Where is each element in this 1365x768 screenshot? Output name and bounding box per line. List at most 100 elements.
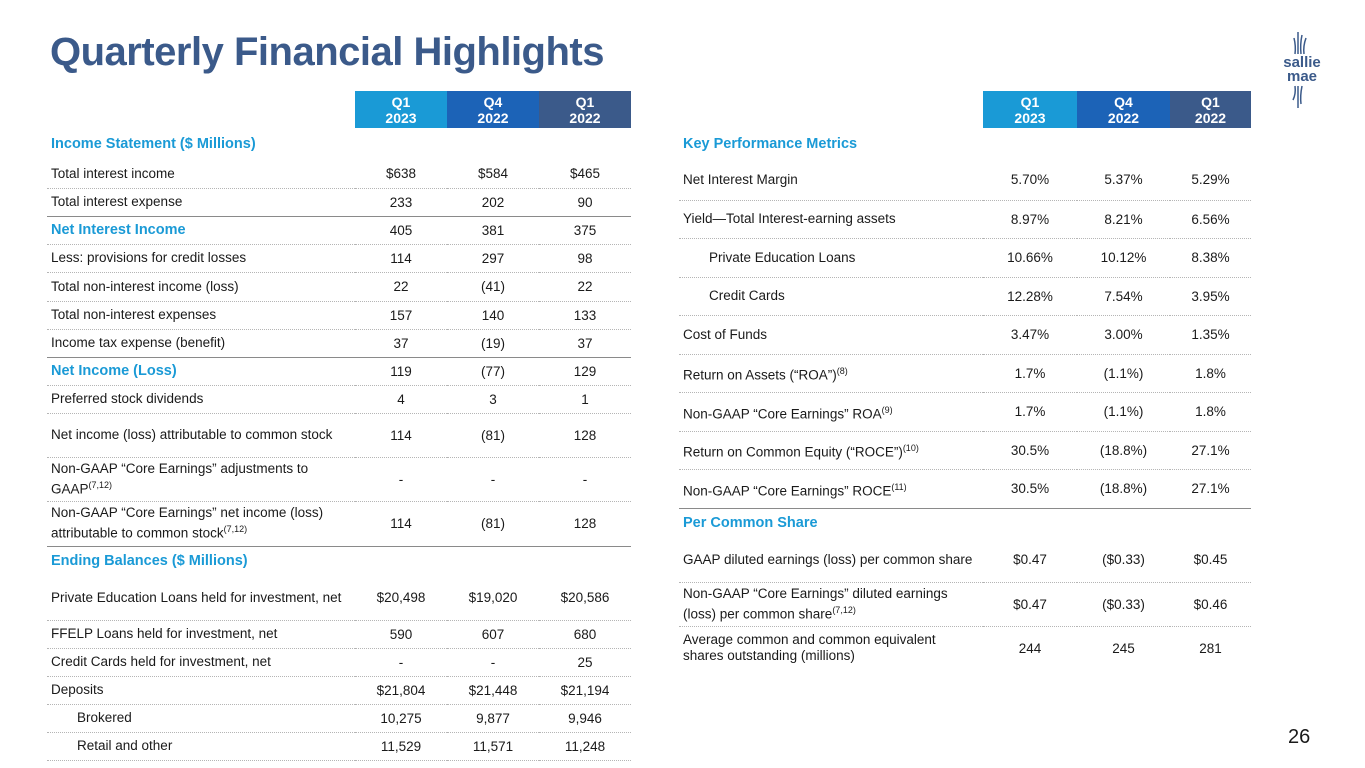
table-row: Net Interest Margin 5.70% 5.37% 5.29% bbox=[679, 160, 1251, 201]
cell-period-2: (18.8%) bbox=[1077, 431, 1170, 470]
table-row: Average common and common equivalent sha… bbox=[679, 626, 1251, 670]
cell-period-3: $0.45 bbox=[1170, 538, 1251, 583]
cell-period-1: $0.47 bbox=[983, 582, 1077, 627]
footnote-ref: (7,12) bbox=[832, 604, 856, 615]
cell-period-2: ($0.33) bbox=[1077, 538, 1170, 583]
cell-period-3: 128 bbox=[539, 501, 631, 547]
table-row: Return on Common Equity (“ROCE”)(10) 30.… bbox=[679, 431, 1251, 470]
row-label: Non-GAAP “Core Earnings” diluted earning… bbox=[679, 582, 983, 627]
cell-period-3: 6.56% bbox=[1170, 200, 1251, 239]
header-period-1: Q1 2023 bbox=[355, 91, 447, 128]
section-header: Key Performance Metrics bbox=[679, 128, 1251, 160]
cell-period-2: 5.37% bbox=[1077, 160, 1170, 201]
cell-period-3: 8.38% bbox=[1170, 238, 1251, 278]
cell-period-2: $21,448 bbox=[447, 676, 539, 705]
table-row: Deposits $21,804 $21,448 $21,194 bbox=[47, 676, 631, 705]
table-row: Private Education Loans held for investm… bbox=[47, 576, 631, 621]
cell-period-1: 37 bbox=[355, 329, 447, 358]
table-row: Non-GAAP “Core Earnings” ROCE(11) 30.5% … bbox=[679, 469, 1251, 509]
row-label: Return on Assets (“ROA”)(8) bbox=[679, 354, 983, 393]
row-label: Private Education Loans bbox=[679, 238, 983, 278]
cell-period-1: 4 bbox=[355, 385, 447, 414]
table-row: Preferred stock dividends 4 3 1 bbox=[47, 385, 631, 414]
cell-period-2: 140 bbox=[447, 301, 539, 330]
cell-period-1: 11,529 bbox=[355, 732, 447, 761]
cell-period-1: 233 bbox=[355, 188, 447, 217]
cell-period-3: 680 bbox=[539, 620, 631, 649]
cell-period-2: (81) bbox=[447, 413, 539, 458]
header-period-3: Q1 2022 bbox=[1170, 91, 1251, 128]
cell-period-2: 3.00% bbox=[1077, 315, 1170, 355]
table-row: Non-GAAP “Core Earnings” net income (los… bbox=[47, 501, 631, 547]
cell-period-2: 9,877 bbox=[447, 704, 539, 733]
income-statement-table: Q1 2023 Q4 2022 Q1 2022 Income Statement ($… bbox=[47, 91, 631, 761]
cell-period-3: 281 bbox=[1199, 640, 1222, 656]
row-label: Preferred stock dividends bbox=[47, 385, 355, 414]
section-header: Per Common Share bbox=[679, 508, 1251, 538]
page-title: Quarterly Financial Highlights bbox=[50, 30, 604, 74]
row-label: Retail and other bbox=[47, 732, 355, 761]
cell-period-2: (41) bbox=[447, 272, 539, 302]
row-label: Return on Common Equity (“ROCE”)(10) bbox=[679, 431, 983, 470]
table-row: Return on Assets (“ROA”)(8) 1.7% (1.1%) … bbox=[679, 354, 1251, 393]
row-label: Net Interest Income bbox=[47, 216, 355, 245]
section-title: Per Common Share bbox=[683, 515, 818, 532]
cell-period-3: 27.1% bbox=[1170, 431, 1251, 470]
cell-period-3: 22 bbox=[539, 272, 631, 302]
cell-period-1: 114 bbox=[355, 501, 447, 547]
table-row: Total interest expense 233 202 90 bbox=[47, 188, 631, 217]
section-title: Ending Balances ($ Millions) bbox=[51, 553, 248, 570]
row-label: Credit Cards bbox=[679, 277, 983, 316]
cell-period-3: 128 bbox=[539, 413, 631, 458]
cell-period-3: 90 bbox=[539, 188, 631, 217]
cell-period-1: 22 bbox=[355, 272, 447, 302]
cell-period-3: 5.29% bbox=[1170, 160, 1251, 201]
footnote-ref: (11) bbox=[891, 481, 907, 492]
cell-period-3: 1.8% bbox=[1170, 392, 1251, 432]
cell-period-1: 244 bbox=[1018, 640, 1042, 656]
table-row: Net income (loss) attributable to common… bbox=[47, 413, 631, 458]
cell-period-2: 11,571 bbox=[447, 732, 539, 761]
row-label: GAAP diluted earnings (loss) per common … bbox=[679, 538, 983, 583]
cell-period-2: 245 bbox=[1112, 640, 1135, 656]
header-period-3: Q1 2022 bbox=[539, 91, 631, 128]
table-row: Total interest income $638 $584 $465 bbox=[47, 160, 631, 189]
sallie-mae-logo: sallie mae bbox=[1276, 30, 1326, 110]
cell-period-2: ($0.33) bbox=[1077, 582, 1170, 627]
row-label: Total non-interest income (loss) bbox=[47, 272, 355, 302]
cell-period-3: 9,946 bbox=[539, 704, 631, 733]
row-label: Net Interest Margin bbox=[679, 160, 983, 201]
cell-period-3: - bbox=[539, 457, 631, 502]
cell-period-2: (19) bbox=[447, 329, 539, 358]
cell-period-2: 7.54% bbox=[1077, 277, 1170, 316]
cell-period-1: $20,498 bbox=[355, 576, 447, 621]
table-row: Cost of Funds 3.47% 3.00% 1.35% bbox=[679, 315, 1251, 355]
row-label: Less: provisions for credit losses bbox=[47, 244, 355, 273]
cell-period-1: 157 bbox=[355, 301, 447, 330]
row-label: Average common and common equivalent sha… bbox=[683, 632, 936, 664]
logo-text-line1: sallie bbox=[1283, 54, 1321, 71]
table-row: Net Income (Loss) 119 (77) 129 bbox=[47, 357, 631, 386]
cell-period-3: $21,194 bbox=[539, 676, 631, 705]
row-label: Net Income (Loss) bbox=[47, 357, 355, 386]
row-label: Income tax expense (benefit) bbox=[47, 329, 355, 358]
cell-period-1: $638 bbox=[355, 160, 447, 189]
cell-period-1: 5.70% bbox=[983, 160, 1077, 201]
logo-text-line2: mae bbox=[1286, 68, 1318, 85]
cell-period-3: $0.46 bbox=[1170, 582, 1251, 627]
cell-period-3: 1 bbox=[539, 385, 631, 414]
cell-period-1: 114 bbox=[355, 413, 447, 458]
cell-period-2: (81) bbox=[447, 501, 539, 547]
cell-period-2: 8.21% bbox=[1077, 200, 1170, 239]
cell-period-2: 10.12% bbox=[1077, 238, 1170, 278]
cell-period-3: 375 bbox=[539, 216, 631, 245]
cell-period-1: 590 bbox=[355, 620, 447, 649]
row-label: Brokered bbox=[47, 704, 355, 733]
cell-period-2: (18.8%) bbox=[1077, 469, 1170, 509]
cell-period-1: 8.97% bbox=[983, 200, 1077, 239]
cell-period-1: $0.47 bbox=[983, 538, 1077, 583]
table-row: Non-GAAP “Core Earnings” adjustments to … bbox=[47, 457, 631, 502]
logo-stalk-icon bbox=[1292, 32, 1307, 108]
table-row: Retail and other 11,529 11,571 11,248 bbox=[47, 732, 631, 761]
row-label: Non-GAAP “Core Earnings” ROA(9) bbox=[679, 392, 983, 432]
